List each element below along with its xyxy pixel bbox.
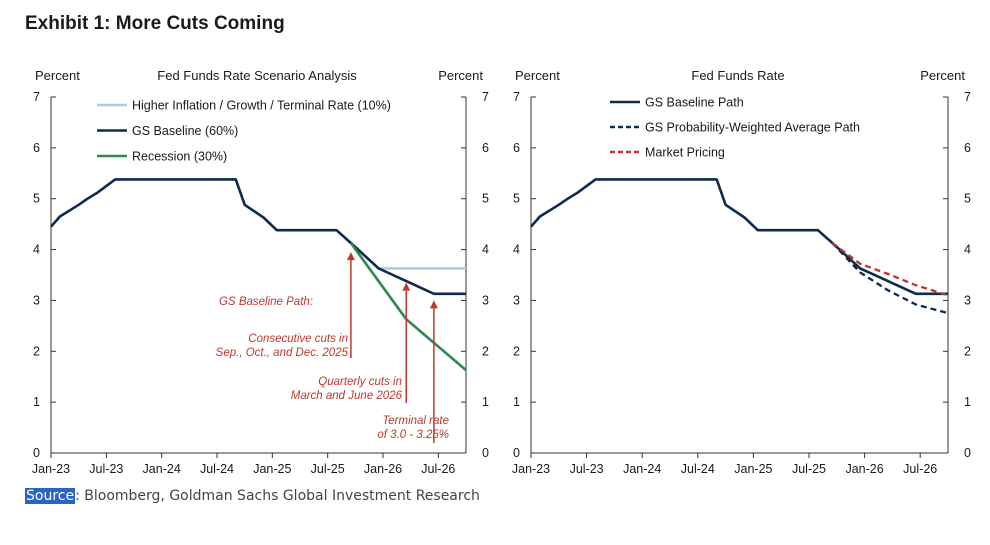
y-tick-label-left: 2 — [513, 344, 520, 358]
legend-label: GS Baseline Path — [645, 96, 744, 110]
y-axis-label-left: Percent — [515, 68, 560, 83]
x-tick-label: Jan-24 — [143, 462, 181, 476]
y-tick-label-right: 7 — [964, 90, 971, 104]
series-line-3 — [349, 242, 467, 372]
source-note: Source: Bloomberg, Goldman Sachs Global … — [25, 488, 480, 504]
y-tick-label-left: 7 — [513, 90, 520, 104]
y-tick-label-left: 6 — [513, 141, 520, 155]
legend-label: Market Pricing — [645, 146, 725, 160]
y-tick-label-right: 3 — [964, 293, 971, 307]
chart-title: Fed Funds Rate — [691, 68, 784, 83]
legend-label: GS Probability-Weighted Average Path — [645, 121, 860, 135]
series-line-2 — [831, 242, 949, 315]
series-line-1 — [530, 178, 948, 296]
y-tick-label-right: 5 — [482, 192, 489, 206]
annotation-text: Sep., Oct., and Dec. 2025 — [216, 347, 349, 359]
y-tick-label-right: 6 — [964, 141, 971, 155]
y-tick-label-right: 0 — [964, 446, 971, 460]
series-line-2 — [50, 178, 466, 296]
chart-title: Fed Funds Rate Scenario Analysis — [157, 68, 357, 83]
y-tick-label-left: 4 — [513, 243, 520, 257]
x-tick-label: Jan-26 — [364, 462, 402, 476]
annotation-text: Terminal rate — [382, 415, 449, 427]
annotation-text: of 3.0 - 3.25% — [377, 429, 449, 441]
legend-label: Recession (30%) — [132, 150, 227, 164]
x-tick-label: Jan-25 — [734, 462, 772, 476]
x-tick-label: Jan-25 — [253, 462, 291, 476]
y-tick-label-right: 6 — [482, 141, 489, 155]
chart-panel-1: Fed Funds Rate Scenario Analysis Percent P… — [32, 68, 489, 476]
x-tick-label: Jul-25 — [792, 462, 826, 476]
x-tick-label: Jan-24 — [623, 462, 661, 476]
y-tick-label-left: 0 — [513, 446, 520, 460]
x-tick-label: Jan-23 — [512, 462, 550, 476]
x-tick-label: Jul-24 — [200, 462, 234, 476]
y-tick-label-right: 1 — [964, 395, 971, 409]
y-axis-label-right: Percent — [438, 68, 483, 83]
legend-label: Higher Inflation / Growth / Terminal Rat… — [132, 99, 391, 113]
x-tick-label: Jan-23 — [32, 462, 70, 476]
x-tick-label: Jul-23 — [570, 462, 604, 476]
y-tick-label-left: 7 — [33, 90, 40, 104]
y-tick-label-left: 4 — [33, 243, 40, 257]
x-tick-label: Jul-24 — [681, 462, 715, 476]
annotation-arrow-head — [429, 300, 438, 309]
x-tick-label: Jul-25 — [311, 462, 345, 476]
y-tick-label-left: 3 — [33, 293, 40, 307]
y-tick-label-right: 0 — [482, 446, 489, 460]
y-tick-label-right: 1 — [482, 395, 489, 409]
x-tick-label: Jul-26 — [421, 462, 455, 476]
x-tick-label: Jul-26 — [903, 462, 937, 476]
y-tick-label-right: 5 — [964, 192, 971, 206]
y-tick-label-left: 2 — [33, 344, 40, 358]
y-tick-label-left: 5 — [33, 192, 40, 206]
y-axis-label-left: Percent — [35, 68, 80, 83]
y-tick-label-left: 1 — [33, 395, 40, 409]
y-tick-label-right: 2 — [964, 344, 971, 358]
y-tick-label-right: 3 — [482, 293, 489, 307]
annotation-text: GS Baseline Path: — [219, 296, 313, 308]
legend: GS Baseline Path GS Probability-Weighted … — [610, 96, 860, 160]
chart-panel-2: Fed Funds Rate Percent Percent 0 0 1 1 2 2 3 3 4 4 5 5… — [512, 68, 971, 476]
y-tick-label-right: 2 — [482, 344, 489, 358]
y-tick-label-left: 5 — [513, 192, 520, 206]
annotation-text: March and June 2026 — [291, 390, 403, 402]
annotation-arrow-head — [346, 252, 355, 261]
series-line-3 — [831, 242, 949, 297]
y-tick-label-left: 6 — [33, 141, 40, 155]
annotation-text: Quarterly cuts in — [318, 376, 402, 388]
y-tick-label-left: 3 — [513, 293, 520, 307]
y-tick-label-left: 1 — [513, 395, 520, 409]
source-text: : Bloomberg, Goldman Sachs Global Invest… — [75, 488, 480, 504]
source-label: Source — [25, 488, 76, 504]
y-tick-label-right: 4 — [964, 243, 971, 257]
x-tick-label: Jul-23 — [89, 462, 123, 476]
y-tick-label-right: 7 — [482, 90, 489, 104]
x-tick-label: Jan-26 — [845, 462, 883, 476]
legend-label: GS Baseline (60%) — [132, 124, 238, 138]
exhibit-title: Exhibit 1: More Cuts Coming — [25, 13, 285, 34]
y-axis-label-right: Percent — [920, 68, 965, 83]
y-tick-label-right: 4 — [482, 243, 489, 257]
legend: Higher Inflation / Growth / Terminal Rat… — [97, 99, 391, 164]
annotation-arrow-head — [402, 282, 411, 291]
annotation-text: Consecutive cuts in — [248, 333, 348, 345]
annotations: GS Baseline Path: Consecutive cuts in Sep.… — [216, 252, 449, 443]
y-tick-label-left: 0 — [33, 446, 40, 460]
